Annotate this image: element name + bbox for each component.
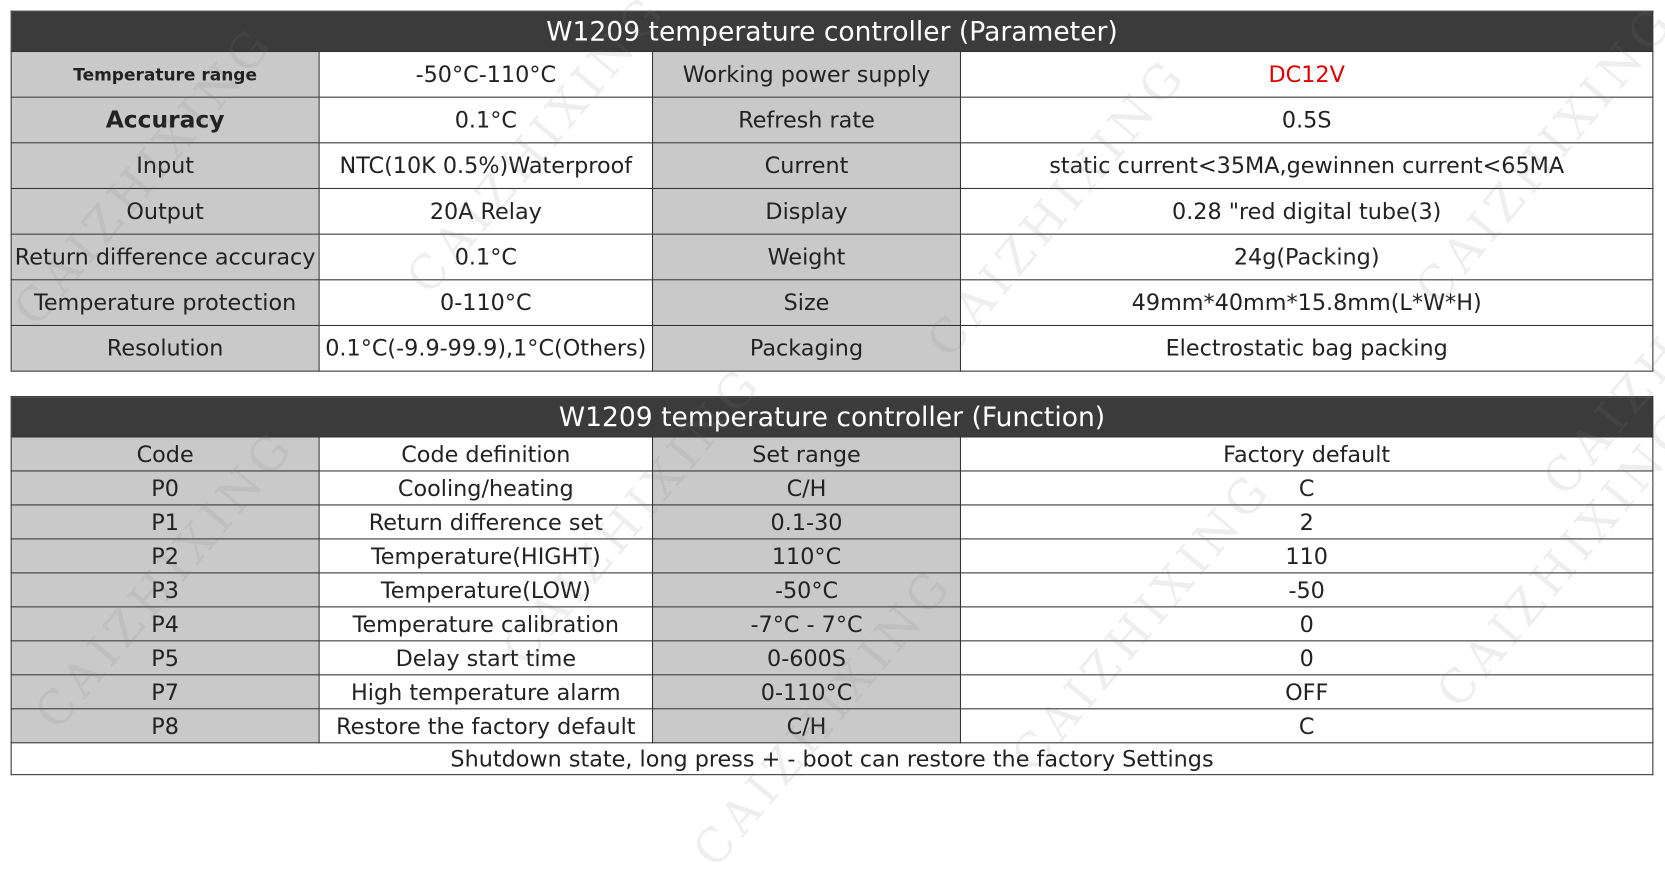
cell: 0.1°C(-9.9-99.9),1°C(Others) xyxy=(318,324,654,372)
cell: P1 xyxy=(10,504,320,540)
cell: 0 xyxy=(959,606,1654,642)
cell: Temperature calibration xyxy=(318,606,654,642)
function-row: P5 Delay start time 0-600S 0 xyxy=(10,640,1654,676)
cell: 0.1°C xyxy=(318,233,654,281)
header-cell: Code xyxy=(10,436,320,472)
header-row: Code Code definition Set range Factory defa… xyxy=(10,436,1654,472)
cell: 49mm*40mm*15.8mm(L*W*H) xyxy=(959,279,1654,327)
cell: 24g(Packing) xyxy=(959,233,1654,281)
function-row: P8 Restore the factory default C/H C xyxy=(10,708,1654,744)
page: W1209 temperature controller (Parameter)… xyxy=(3,0,1665,878)
function-row: P7 High temperature alarm 0-110°C OFF xyxy=(10,674,1654,710)
function-row: P4 Temperature calibration -7°C - 7°C 0 xyxy=(10,606,1654,642)
cell: P8 xyxy=(10,708,320,744)
cell: -7°C - 7°C xyxy=(652,606,962,642)
cell: Delay start time xyxy=(318,640,654,676)
cell: Electrostatic bag packing xyxy=(959,324,1654,372)
cell: P4 xyxy=(10,606,320,642)
cell: P7 xyxy=(10,674,320,710)
cell: 0-110°C xyxy=(318,279,654,327)
parameter-row: Output 20A Relay Display 0.28 "red digital … xyxy=(10,187,1654,235)
cell: C xyxy=(959,708,1654,744)
cell: Output xyxy=(10,187,320,235)
stage: W1209 temperature controller (Parameter)… xyxy=(3,0,1665,878)
title-row: W1209 temperature controller (Function) xyxy=(10,396,1654,438)
cell: 0.28 "red digital tube(3) xyxy=(959,187,1654,235)
cell: Input xyxy=(10,142,320,190)
header-cell: Code definition xyxy=(318,436,654,472)
cell: 0.1-30 xyxy=(652,504,962,540)
cell: 110°C xyxy=(652,538,962,574)
cell: 20A Relay xyxy=(318,187,654,235)
function-row: P3 Temperature(LOW) -50°C -50 xyxy=(10,572,1654,608)
cell: C/H xyxy=(652,470,962,506)
cell: NTC(10K 0.5%)Waterproof xyxy=(318,142,654,190)
cell: 0-600S xyxy=(652,640,962,676)
cell: 0-110°C xyxy=(652,674,962,710)
header-cell: Set range xyxy=(652,436,962,472)
cell: Display xyxy=(652,187,962,235)
cell: Return difference set xyxy=(318,504,654,540)
cell: Working power supply xyxy=(652,50,962,98)
function-table: W1209 temperature controller (Function) C… xyxy=(10,396,1654,776)
cell: High temperature alarm xyxy=(318,674,654,710)
cell: C/H xyxy=(652,708,962,744)
cell: DC12V xyxy=(959,50,1654,98)
parameter-row: Temperature range -50°C-110°C Working powe… xyxy=(10,50,1654,98)
table-title: W1209 temperature controller (Parameter) xyxy=(10,10,1654,53)
cell: -50 xyxy=(959,572,1654,608)
cell: Temperature range xyxy=(10,50,320,98)
cell: Resolution xyxy=(10,324,320,372)
parameter-row: Resolution 0.1°C(-9.9-99.9),1°C(Others) Pa… xyxy=(10,324,1654,372)
parameter-row: Return difference accuracy 0.1°C Weight 24g… xyxy=(10,233,1654,281)
cell: Return difference accuracy xyxy=(10,233,320,281)
cell: P3 xyxy=(10,572,320,608)
cell: OFF xyxy=(959,674,1654,710)
cell: Temperature(LOW) xyxy=(318,572,654,608)
parameter-row: Temperature protection 0-110°C Size 49mm*40… xyxy=(10,279,1654,327)
parameter-row: Accuracy 0.1°C Refresh rate 0.5S xyxy=(10,96,1654,144)
function-row: P0 Cooling/heating C/H C xyxy=(10,470,1654,506)
cell: Refresh rate xyxy=(652,96,962,144)
cell: -50°C xyxy=(652,572,962,608)
table-title: W1209 temperature controller (Function) xyxy=(10,396,1654,438)
cell: static current<35MA,gewinnen current<65M… xyxy=(959,142,1654,190)
cell: Temperature(HIGHT) xyxy=(318,538,654,574)
cell: Current xyxy=(652,142,962,190)
parameter-table: W1209 temperature controller (Parameter)… xyxy=(10,10,1654,372)
cell: Accuracy xyxy=(10,96,320,144)
cell: -50°C-110°C xyxy=(318,50,654,98)
parameter-row: Input NTC(10K 0.5%)Waterproof Current stati… xyxy=(10,142,1654,190)
note-row: Shutdown state, long press + - boot can … xyxy=(10,742,1654,776)
cell: Packaging xyxy=(652,324,962,372)
cell: Cooling/heating xyxy=(318,470,654,506)
cell: 0.5S xyxy=(959,96,1654,144)
cell: Temperature protection xyxy=(10,279,320,327)
cell: P5 xyxy=(10,640,320,676)
cell: C xyxy=(959,470,1654,506)
cell: 0 xyxy=(959,640,1654,676)
cell: P0 xyxy=(10,470,320,506)
note: Shutdown state, long press + - boot can … xyxy=(10,742,1654,776)
function-row: P1 Return difference set 0.1-30 2 xyxy=(10,504,1654,540)
cell: 0.1°C xyxy=(318,96,654,144)
header-cell: Factory default xyxy=(959,436,1654,472)
cell: P2 xyxy=(10,538,320,574)
cell: Size xyxy=(652,279,962,327)
cell: Weight xyxy=(652,233,962,281)
cell: 110 xyxy=(959,538,1654,574)
function-row: P2 Temperature(HIGHT) 110°C 110 xyxy=(10,538,1654,574)
cell: 2 xyxy=(959,504,1654,540)
cell: Restore the factory default xyxy=(318,708,654,744)
title-row: W1209 temperature controller (Parameter) xyxy=(10,10,1654,53)
